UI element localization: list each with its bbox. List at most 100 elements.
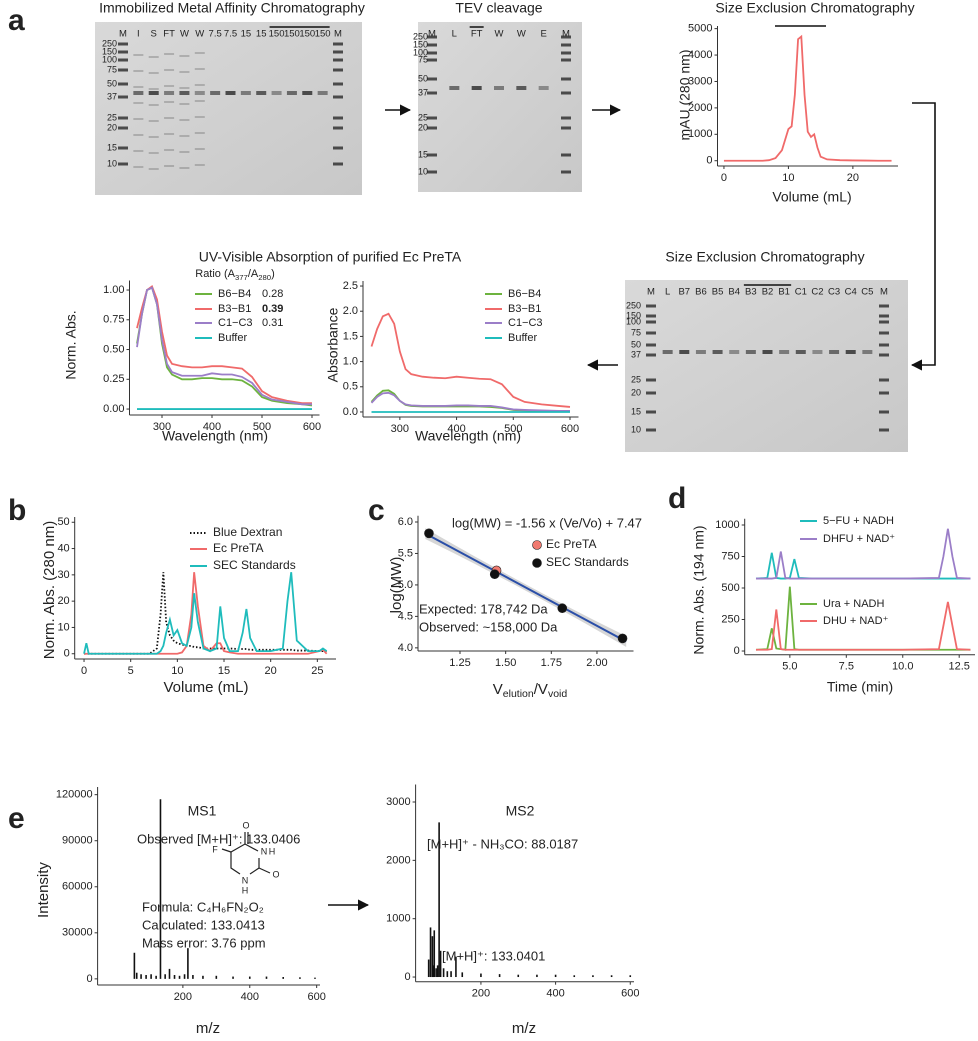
marker-label: 75 [418, 54, 428, 64]
y-tick-label: 500 [721, 582, 739, 594]
ladder-band [879, 320, 889, 324]
ladder-band [561, 51, 571, 55]
x-axis-label: Volume (mL) [163, 679, 248, 696]
protein-band [164, 91, 175, 95]
y-tick-label: 4000 [688, 49, 712, 61]
y-tick-label: 0.5 [343, 381, 358, 393]
atom-label: N [261, 846, 268, 856]
y-tick-label: 60000 [62, 881, 93, 893]
series-line [755, 528, 971, 580]
y-tick-label: 10 [57, 621, 69, 633]
smear-band [194, 132, 205, 134]
x-tick-label: 15 [218, 665, 230, 677]
marker-label: 15 [107, 142, 117, 152]
ladder-band [561, 91, 571, 95]
ladder-band [646, 391, 656, 395]
marker-label: 15 [418, 149, 428, 159]
legend-label: DHU + NAD⁺ [823, 615, 889, 627]
smear-band [148, 104, 159, 106]
marker-label: 100 [102, 54, 117, 64]
smear-band [194, 52, 205, 54]
protein-band [194, 91, 205, 95]
legend-label: DHFU + NAD⁺ [823, 533, 895, 545]
atom-label: O [242, 820, 249, 830]
y-tick-label: 0 [64, 648, 70, 660]
smear-band [194, 116, 205, 118]
smear-band [179, 151, 190, 153]
lane-label: B1 [778, 287, 790, 298]
atom-label: N [242, 875, 249, 885]
legend-swatch [532, 558, 542, 568]
ladder-band [333, 42, 343, 46]
marker-label: 100 [626, 316, 641, 326]
annotation: Mass error: 3.76 ppm [142, 935, 266, 950]
protein-band [271, 91, 282, 95]
protein-band [471, 86, 482, 90]
lane-label: C4 [845, 287, 857, 298]
y-tick-label: 4.5 [398, 610, 413, 622]
lane-label: E [540, 29, 546, 40]
lane-label: B4 [728, 287, 740, 298]
ladder-band [561, 43, 571, 47]
smear-band [194, 148, 205, 150]
protein-band [538, 86, 549, 90]
y-tick-label: 1000 [715, 519, 739, 531]
y-tick-label: 30 [57, 569, 69, 581]
smear-band [179, 103, 190, 105]
marker-label: 250 [102, 38, 117, 48]
y-axis-label: Absorbance [325, 307, 341, 382]
marker-label: 25 [107, 112, 117, 122]
x-axis-label: Time (min) [827, 679, 893, 695]
smear-band [148, 88, 159, 90]
lane-label: FT [471, 29, 483, 40]
ladder-band [118, 146, 128, 150]
x-tick-label: 400 [203, 421, 221, 433]
gel-title: Immobilized Metal Affinity Chromatograph… [99, 0, 365, 16]
lane-label: C2 [811, 287, 823, 298]
bond [249, 858, 260, 875]
ladder-band [427, 35, 437, 39]
y-tick-label: 0.00 [103, 403, 124, 415]
lane-label: 15 [241, 29, 252, 40]
x-axis-label-part: void [548, 688, 567, 700]
lane-label: M [334, 29, 342, 40]
x-tick-label: 10 [171, 665, 183, 677]
ladder-band [427, 170, 437, 174]
ladder-band [427, 91, 437, 95]
protein-band [240, 91, 251, 95]
protein-band [795, 350, 806, 354]
scatter-point [557, 603, 568, 614]
chart-title: MS2 [506, 803, 535, 819]
marker-label: 50 [631, 339, 641, 349]
y-tick-label: 3000 [386, 796, 410, 808]
lane-label: 7.5 [209, 29, 222, 40]
y-tick-label: 1.00 [103, 284, 124, 296]
marker-label: 250 [626, 300, 641, 310]
series-line [755, 601, 971, 651]
y-tick-label: 2000 [386, 854, 410, 866]
gel-image [418, 22, 582, 192]
series-line [136, 286, 312, 406]
protein-band [745, 350, 756, 354]
ladder-band [118, 58, 128, 62]
gel-title: TEV cleavage [455, 0, 542, 16]
atom-label: O [272, 869, 279, 879]
atom-label: F [212, 844, 218, 854]
arrows [328, 25, 936, 911]
gel-image [95, 22, 362, 195]
gel-image [625, 280, 908, 452]
marker-label: 37 [107, 91, 117, 101]
x-tick-label: 1.75 [541, 657, 562, 669]
bond [258, 867, 271, 874]
ladder-band [118, 162, 128, 166]
ladder-band [879, 304, 889, 308]
legend-label: Buffer [508, 332, 537, 344]
panel-label: e [8, 802, 25, 835]
series-line [370, 391, 570, 412]
protein-band [762, 350, 773, 354]
smear-band [194, 164, 205, 166]
smear-band [164, 117, 175, 119]
y-tick-label: 2.0 [343, 305, 358, 317]
ladder-band [333, 162, 343, 166]
